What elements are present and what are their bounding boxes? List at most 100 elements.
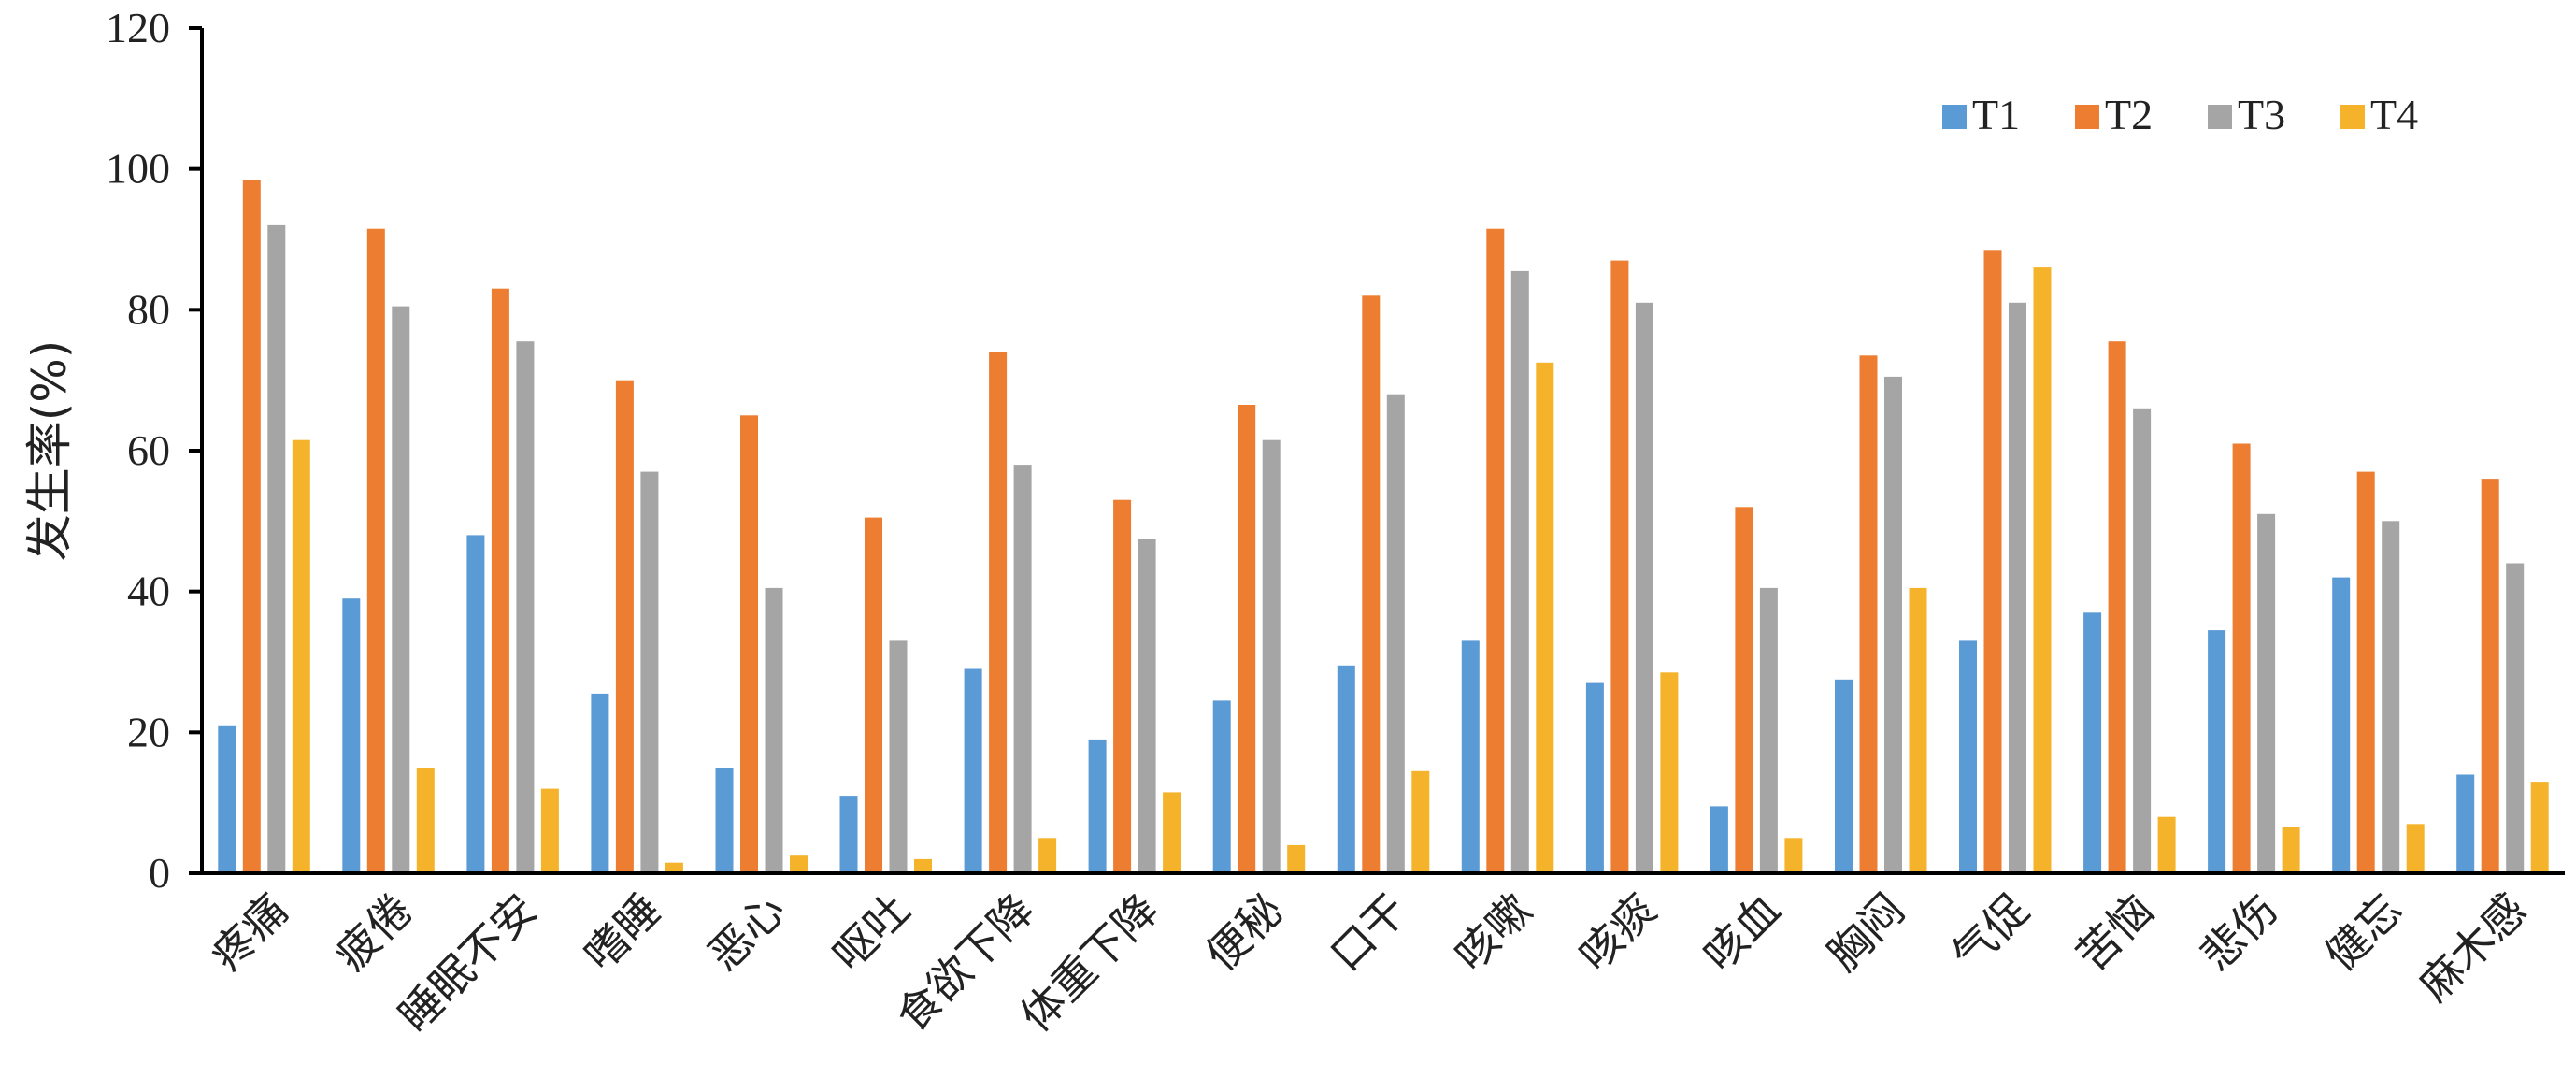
bar-T1-13 <box>1835 679 1853 873</box>
bar-T4-9 <box>1411 770 1430 873</box>
bar-T1-8 <box>1212 700 1231 873</box>
x-tick-label-16: 悲伤 <box>2191 884 2287 981</box>
bars-layer <box>218 180 2549 874</box>
bar-T4-4 <box>790 855 808 873</box>
bar-T2-14 <box>1983 250 2002 873</box>
bar-T4-5 <box>914 858 932 873</box>
bar-T3-15 <box>2133 408 2152 873</box>
bar-T1-9 <box>1337 665 1355 873</box>
x-tick-label-0: 疼痛 <box>201 884 297 981</box>
bar-T3-8 <box>1262 439 1281 873</box>
bar-T4-1 <box>416 768 435 873</box>
y-tick-label-40: 40 <box>127 568 170 615</box>
bar-T3-14 <box>2009 302 2026 873</box>
x-tick-label-15: 苦恼 <box>2067 884 2163 981</box>
bar-T2-9 <box>1362 295 1381 873</box>
x-tick-label-13: 胸闷 <box>1818 884 1914 981</box>
bar-T2-0 <box>242 180 261 873</box>
bar-T4-14 <box>2033 267 2052 874</box>
bar-T2-8 <box>1238 405 1256 873</box>
bar-T1-14 <box>1959 640 1977 873</box>
legend-label-T2: T2 <box>2105 91 2153 138</box>
bar-T4-7 <box>1163 792 1181 873</box>
bar-T3-7 <box>1138 539 1156 873</box>
x-tick-label-10: 咳嗽 <box>1445 884 1541 981</box>
bar-T4-8 <box>1287 844 1306 873</box>
y-tick-label-0: 0 <box>149 849 170 897</box>
x-tick-label-17: 健忘 <box>2315 884 2411 981</box>
bar-T1-7 <box>1088 739 1107 873</box>
y-tick-label-60: 60 <box>127 426 170 474</box>
bar-T4-18 <box>2530 782 2549 873</box>
bar-T1-5 <box>839 796 858 873</box>
x-tick-label-4: 恶心 <box>698 884 794 981</box>
bar-T3-0 <box>267 224 286 873</box>
y-tick-label-80: 80 <box>127 285 170 333</box>
x-tick-label-11: 咳痰 <box>1569 884 1666 981</box>
bar-T1-18 <box>2456 774 2475 873</box>
bar-T4-12 <box>1784 838 1803 873</box>
bar-T2-2 <box>491 288 509 873</box>
bar-T2-12 <box>1735 507 1753 873</box>
bar-T3-11 <box>1635 302 1653 873</box>
bar-T4-15 <box>2157 816 2176 873</box>
bar-T2-17 <box>2356 471 2375 873</box>
legend-swatch-T3 <box>2208 105 2232 129</box>
bar-T3-13 <box>1884 376 1902 873</box>
legend-swatch-T4 <box>2340 105 2365 129</box>
bar-T4-6 <box>1038 838 1057 873</box>
bar-T1-11 <box>1585 682 1604 873</box>
x-tick-label-3: 嗜睡 <box>574 884 670 981</box>
x-tick-label-1: 疲倦 <box>325 884 422 981</box>
bar-T4-2 <box>540 788 559 873</box>
bar-T3-4 <box>765 587 783 873</box>
legend-label-T1: T1 <box>1972 91 2020 138</box>
bar-T1-12 <box>1710 806 1728 873</box>
x-tick-label-7: 体重下降 <box>1010 884 1167 1042</box>
bar-T3-3 <box>640 471 659 873</box>
bar-T2-11 <box>1610 260 1629 874</box>
y-tick-label-120: 120 <box>106 4 170 51</box>
bar-T1-6 <box>964 668 982 873</box>
bar-T3-6 <box>1013 465 1032 873</box>
y-tick-label-20: 20 <box>127 708 170 755</box>
legend: T1 T2 T3 T4 <box>1942 91 2418 138</box>
x-tick-label-14: 气促 <box>1942 884 2039 981</box>
bar-T1-3 <box>591 693 609 873</box>
bar-T2-13 <box>1859 355 1878 873</box>
bar-T4-16 <box>2282 827 2300 873</box>
bar-T3-2 <box>516 341 535 873</box>
bar-T3-1 <box>392 306 410 874</box>
bar-T3-10 <box>1510 270 1529 873</box>
bar-T4-3 <box>665 862 683 873</box>
bar-T4-11 <box>1660 672 1679 873</box>
bar-T1-17 <box>2332 577 2351 873</box>
bar-T4-0 <box>292 439 310 873</box>
x-tick-label-18: 麻木感 <box>2410 884 2537 1012</box>
bar-T2-1 <box>366 228 385 873</box>
y-tick-label-100: 100 <box>106 145 170 193</box>
bar-T4-13 <box>1909 587 1927 873</box>
bar-T2-3 <box>615 380 634 873</box>
bar-T2-15 <box>2108 341 2126 873</box>
legend-swatch-T1 <box>1942 105 1967 129</box>
x-tick-label-6: 食欲下降 <box>886 884 1043 1042</box>
bar-T1-10 <box>1461 640 1480 873</box>
x-tick-label-5: 呕吐 <box>823 884 919 981</box>
legend-label-T3: T3 <box>2238 91 2285 138</box>
bar-T3-9 <box>1386 394 1405 873</box>
bar-T3-17 <box>2382 521 2400 873</box>
bar-T1-15 <box>2083 612 2102 873</box>
bar-T3-16 <box>2257 513 2276 873</box>
axes-layer <box>189 26 2565 875</box>
bar-T4-10 <box>1536 362 1554 873</box>
bar-T2-5 <box>865 517 882 873</box>
bar-T2-6 <box>989 352 1008 873</box>
bar-T3-12 <box>1759 587 1778 873</box>
bar-T2-10 <box>1486 228 1505 873</box>
bar-T3-5 <box>889 640 908 873</box>
bar-T2-4 <box>740 415 758 873</box>
bar-T1-4 <box>715 768 734 873</box>
